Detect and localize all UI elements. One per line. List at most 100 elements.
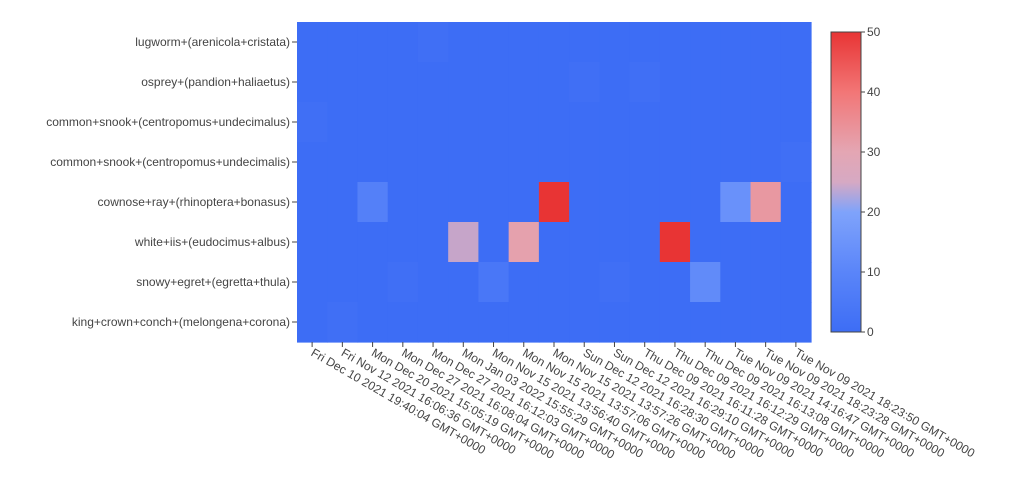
y-tick-label: snowy+egret+(egretta+thula) xyxy=(136,275,290,289)
heatmap-cell xyxy=(659,22,691,63)
heatmap-cell xyxy=(417,102,449,143)
heatmap-cell xyxy=(629,22,661,63)
heatmap-cell xyxy=(538,222,570,263)
heatmap-cell xyxy=(569,222,600,263)
heatmap-cell xyxy=(387,62,419,103)
heatmap-cell xyxy=(569,142,600,183)
heatmap-cell xyxy=(508,262,540,303)
heatmap-cell xyxy=(569,62,600,103)
heatmap-cell xyxy=(599,22,631,63)
heatmap-cell xyxy=(690,302,721,343)
heatmap-cell xyxy=(327,62,359,103)
heatmap-cell xyxy=(327,22,359,63)
heatmap-cell xyxy=(478,262,510,303)
heatmap-cell xyxy=(750,222,782,263)
heatmap-cell xyxy=(780,262,812,303)
heatmap-cell xyxy=(569,262,600,303)
heatmap-cell xyxy=(750,302,782,343)
heatmap-cell xyxy=(387,262,419,303)
heatmap-cell xyxy=(417,222,449,263)
heatmap-cell xyxy=(599,222,631,263)
heatmap-cell xyxy=(417,182,449,223)
heatmap-cell xyxy=(629,182,661,223)
heatmap-cell xyxy=(538,182,570,223)
heatmap-cell xyxy=(659,102,691,143)
heatmap-cell xyxy=(690,262,721,303)
heatmap-cell xyxy=(538,62,570,103)
heatmap-cell xyxy=(599,102,631,143)
heatmap-cell xyxy=(690,142,721,183)
heatmap-cell xyxy=(448,222,480,263)
heatmap-cell xyxy=(720,302,752,343)
heatmap-cell xyxy=(448,142,480,183)
heatmap-cell xyxy=(720,182,752,223)
heatmap-cell xyxy=(720,262,752,303)
heatmap-cell xyxy=(478,102,510,143)
colorbar-tick-label: 30 xyxy=(867,145,881,159)
heatmap-cell xyxy=(599,182,631,223)
heatmap-cell xyxy=(387,222,419,263)
colorbar-tick-label: 50 xyxy=(867,25,881,39)
heatmap-cell xyxy=(569,182,600,223)
y-tick-label: common+snook+(centropomus+undecimalus) xyxy=(46,115,290,129)
heatmap-cell xyxy=(750,142,782,183)
heatmap-cell xyxy=(327,302,359,343)
heatmap-cell xyxy=(357,222,389,263)
y-tick-label: lugworm+(arenicola+cristata) xyxy=(135,35,290,49)
colorbar-tick-label: 10 xyxy=(867,265,881,279)
heatmap-cell xyxy=(327,262,359,303)
heatmap-cell xyxy=(690,182,721,223)
heatmap-cell xyxy=(448,22,480,63)
heatmap-cell xyxy=(448,182,480,223)
heatmap-cell xyxy=(478,222,510,263)
heatmap-cell xyxy=(357,142,389,183)
heatmap-cell xyxy=(508,302,540,343)
heatmap-cell xyxy=(780,62,812,103)
y-axis: lugworm+(arenicola+cristata) osprey+(pand… xyxy=(46,35,297,329)
heatmap-cell xyxy=(508,62,540,103)
heatmap-cell xyxy=(357,182,389,223)
heatmap-cell xyxy=(297,262,328,303)
heatmap-cell xyxy=(448,62,480,103)
heatmap-cell xyxy=(357,62,389,103)
heatmap-cell xyxy=(357,102,389,143)
heatmap-cell xyxy=(659,182,691,223)
heatmap-cell xyxy=(780,22,812,63)
heatmap-cell xyxy=(387,142,419,183)
heatmap-cell xyxy=(690,222,721,263)
heatmap-cell xyxy=(297,182,328,223)
heatmap-cell xyxy=(750,62,782,103)
heatmap-cell xyxy=(569,102,600,143)
heatmap-cell xyxy=(599,62,631,103)
heatmap-cell xyxy=(659,62,691,103)
heatmap-cell xyxy=(478,22,510,63)
heatmap-cell xyxy=(659,222,691,263)
heatmap-cell xyxy=(629,302,661,343)
heatmap-cell xyxy=(387,102,419,143)
heatmap-cell xyxy=(417,302,449,343)
y-tick-label: common+snook+(centropomus+undecimalis) xyxy=(50,155,290,169)
colorbar-tick-label: 20 xyxy=(867,205,881,219)
heatmap-cell xyxy=(508,142,540,183)
heatmap-cell xyxy=(297,22,328,63)
heatmap-cell xyxy=(478,142,510,183)
heatmap-cell xyxy=(508,182,540,223)
y-tick-label: cownose+ray+(rhinoptera+bonasus) xyxy=(98,195,290,209)
heatmap-cell xyxy=(690,102,721,143)
heatmap-cell xyxy=(750,262,782,303)
heatmap-cell xyxy=(780,142,812,183)
heatmap-cell xyxy=(417,22,449,63)
heatmap-cell xyxy=(327,222,359,263)
heatmap-cell xyxy=(720,142,752,183)
heatmap-cell xyxy=(569,22,600,63)
heatmap-cell xyxy=(417,62,449,103)
heatmap-cell xyxy=(508,222,540,263)
y-tick-label: osprey+(pandion+haliaetus) xyxy=(141,75,290,89)
heatmap-cell xyxy=(720,102,752,143)
heatmap-cell xyxy=(417,262,449,303)
heatmap-cell xyxy=(750,102,782,143)
heatmap-cell xyxy=(720,62,752,103)
heatmap-cell xyxy=(357,22,389,63)
